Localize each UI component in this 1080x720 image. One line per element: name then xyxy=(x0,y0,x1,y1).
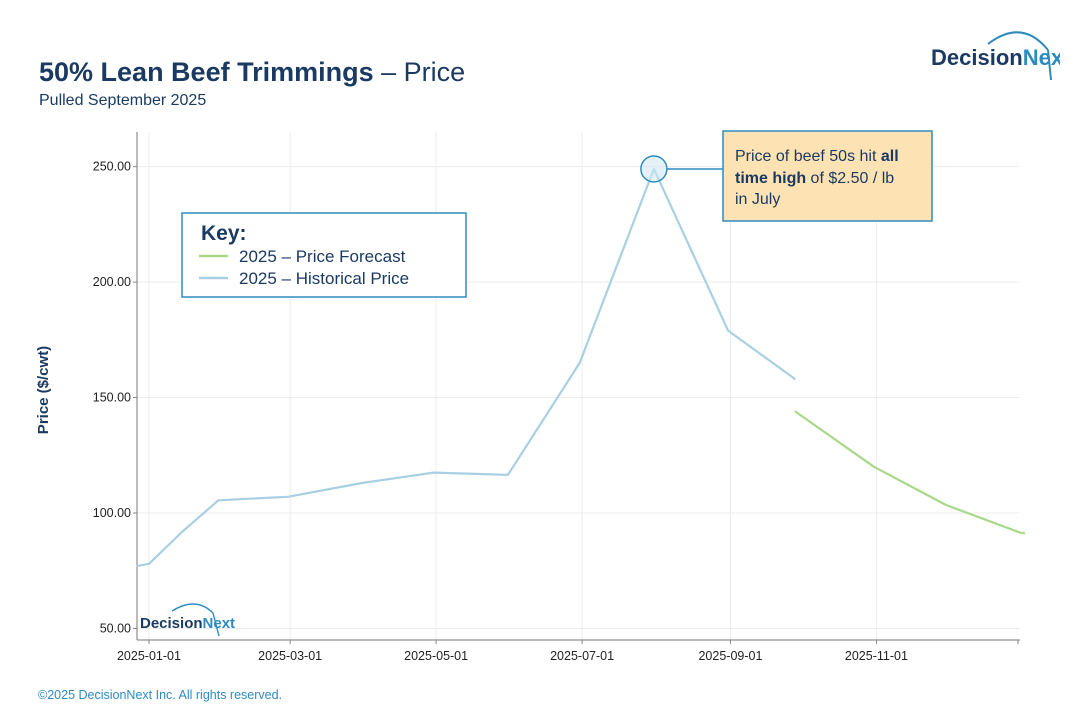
historical-point xyxy=(579,362,581,364)
watermark-name-part1: Decision xyxy=(140,615,203,632)
y-tick-label: 250.00 xyxy=(93,160,131,174)
title-suffix: – Price xyxy=(373,57,466,87)
brand-logo: DecisionNext xyxy=(931,31,1060,81)
x-tick-label: 2025-07-01 xyxy=(550,649,614,663)
svg-text:Price of beef 50s hit all: Price of beef 50s hit all xyxy=(735,148,899,165)
peak-annotation: Price of beef 50s hit all time high of $… xyxy=(640,130,933,222)
watermark-logo: DecisionNext xyxy=(140,603,235,637)
title-bold: 50% Lean Beef Trimmings xyxy=(39,57,374,87)
historical-point xyxy=(287,496,289,498)
historical-point xyxy=(361,482,363,484)
svg-text:DecisionNext: DecisionNext xyxy=(140,615,235,632)
svg-text:DecisionNext: DecisionNext xyxy=(931,45,1060,70)
historical-point xyxy=(727,329,729,332)
peak-highlight-circle xyxy=(640,155,668,183)
annotation-line3-text: in July xyxy=(735,191,780,208)
logo-swoosh-icon xyxy=(987,31,1049,51)
logo-name-part2: Next xyxy=(1023,45,1060,70)
y-axis-ticks: 50.00 100.00 150.00 200.00 250.00 xyxy=(93,160,137,635)
series-line-forecast xyxy=(794,410,1025,535)
copyright-footer: ©2025 DecisionNext Inc. All rights reser… xyxy=(38,688,283,702)
page-title: 50% Lean Beef Trimmings – Price xyxy=(39,57,465,88)
y-tick-label: 200.00 xyxy=(93,275,131,289)
legend: Key: 2025 – Price Forecast 2025 – Histor… xyxy=(181,212,467,298)
x-tick-label: 2025-03-01 xyxy=(258,649,322,663)
logo-name-part1: Decision xyxy=(931,45,1023,70)
forecast-point xyxy=(945,504,947,506)
svg-text:time high of $2.50 / lb: time high of $2.50 / lb xyxy=(735,170,894,187)
forecast-point xyxy=(794,410,796,412)
legend-title: Key: xyxy=(201,222,247,245)
forecast-point xyxy=(873,466,875,468)
series-line-historical xyxy=(136,167,796,568)
annotation-line1-text: Price of beef 50s hit xyxy=(735,148,881,165)
annotation-line2-bold: time high xyxy=(735,170,806,187)
legend-box xyxy=(181,212,467,298)
forecast-point xyxy=(1019,532,1021,534)
x-tick-label: 2025-11-01 xyxy=(845,649,908,663)
legend-label-forecast: 2025 – Price Forecast xyxy=(239,247,406,266)
x-tick-label: 2025-01-01 xyxy=(117,649,181,663)
chart-axes xyxy=(136,132,1020,641)
chart-series xyxy=(136,167,1026,568)
forecast-point xyxy=(1024,532,1026,534)
historical-point xyxy=(794,378,796,380)
x-tick-label: 2025-09-01 xyxy=(698,649,762,663)
legend-label-historical: 2025 – Historical Price xyxy=(239,269,409,288)
x-axis-ticks: 2025-01-01 2025-03-01 2025-05-01 2025-07-01… xyxy=(117,640,1019,663)
historical-point xyxy=(217,499,219,501)
y-tick-label: 100.00 xyxy=(93,506,131,520)
historical-point xyxy=(181,530,184,533)
annotation-callout-box xyxy=(722,130,933,222)
x-tick-label: 2025-05-01 xyxy=(404,649,468,663)
historical-point xyxy=(507,474,509,476)
watermark-name-part2: Next xyxy=(203,615,236,632)
y-axis-label: Price ($/cwt) xyxy=(35,346,52,434)
historical-point xyxy=(433,471,435,474)
y-tick-label: 50.00 xyxy=(100,621,131,635)
historical-point xyxy=(148,563,150,565)
annotation-line2-text: of $2.50 / lb xyxy=(806,170,894,187)
historical-point xyxy=(136,565,138,567)
watermark-swoosh-icon xyxy=(171,603,214,614)
page-subtitle: Pulled September 2025 xyxy=(39,92,207,109)
annotation-line1-bold: all xyxy=(881,148,899,165)
y-tick-label: 150.00 xyxy=(93,391,131,405)
